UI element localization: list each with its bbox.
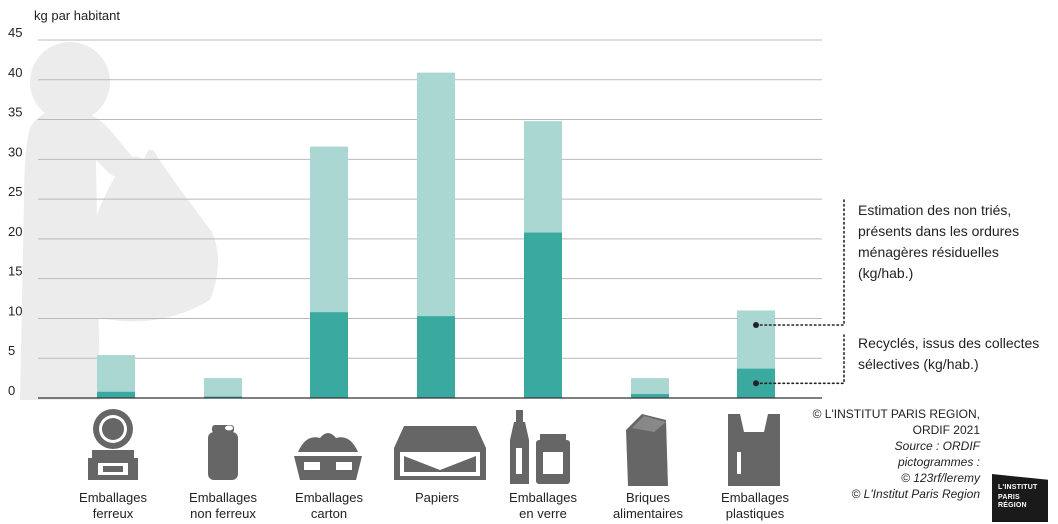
category-label-line: plastiques	[725, 506, 785, 521]
plastic-bag-icon	[728, 414, 780, 486]
annotation-line: sélectives (kg/hab.)	[858, 356, 979, 372]
category-label-line: Emballages	[79, 490, 147, 505]
paper-stack-icon	[394, 426, 486, 480]
credit-line: © 123rf/leremy	[901, 471, 980, 485]
category-label-line: Emballages	[509, 490, 577, 505]
y-tick-label: 45	[8, 25, 22, 40]
logo-line: L'INSTITUT	[998, 484, 1038, 491]
bar-segment-recycled	[631, 394, 669, 398]
bar-segment-unsorted	[631, 378, 669, 395]
bar-segment-unsorted	[737, 310, 775, 369]
milk-carton-icon	[626, 414, 668, 486]
bar-segment-recycled	[524, 232, 562, 398]
bar-segment-unsorted	[524, 121, 562, 233]
logo-line: PARIS	[998, 494, 1020, 501]
leader-line-unsorted	[755, 199, 845, 326]
category-label-carton: Emballages carton	[274, 490, 384, 522]
bottle-jar-icon	[510, 410, 570, 484]
annotation-line: Recyclés, issus des collectes	[858, 335, 1040, 351]
credit-line: ORDIF 2021	[912, 423, 980, 437]
can-ferrous-icon	[88, 409, 138, 480]
source-credits: © L'INSTITUT PARIS REGION, ORDIF 2021 So…	[813, 406, 980, 502]
category-label-plastics: Emballages plastiques	[700, 490, 810, 522]
category-label-ferrous: Emballages ferreux	[58, 490, 168, 522]
legend-annotation-unsorted: Estimation des non triés, présents dans …	[858, 200, 1019, 284]
category-label-line: Emballages	[189, 490, 257, 505]
category-label-line: non ferreux	[190, 506, 256, 521]
category-label-line: Emballages	[295, 490, 363, 505]
logo-line: RÉGION	[998, 502, 1027, 509]
drink-can-icon	[208, 425, 238, 480]
category-label-line: alimentaires	[612, 506, 684, 521]
category-label-briques: Briques alimentaires	[593, 490, 703, 522]
bar-segment-unsorted	[97, 355, 135, 392]
category-label-line: Briques	[625, 490, 671, 505]
egg-carton-icon	[294, 433, 362, 480]
chart-bars	[97, 72, 775, 398]
category-label-line: carton	[310, 506, 348, 521]
credit-line: © L'Institut Paris Region	[851, 487, 980, 501]
credit-line: Source : ORDIF	[894, 439, 980, 453]
y-tick-label: 15	[8, 264, 22, 279]
category-label-line: ferreux	[92, 506, 134, 521]
credit-line: © L'INSTITUT PARIS REGION,	[812, 407, 980, 421]
annotation-line: présents dans les ordures	[858, 223, 1020, 239]
bar-segment-recycled	[310, 312, 348, 398]
category-label-line: en verre	[519, 506, 567, 521]
bar-segment-unsorted	[204, 378, 242, 397]
y-axis-title: kg par habitant	[34, 8, 120, 23]
legend-annotation-recycled: Recyclés, issus des collectes sélectives…	[858, 333, 1039, 375]
annotation-line: (kg/hab.)	[858, 265, 914, 281]
person-silhouette-icon	[20, 42, 219, 401]
y-tick-label: 20	[8, 224, 22, 239]
y-tick-label: 0	[8, 383, 15, 398]
legend-leader-lines	[753, 199, 845, 387]
bar-segment-unsorted	[417, 72, 455, 317]
y-tick-label: 5	[8, 343, 15, 358]
y-tick-label: 40	[8, 65, 22, 80]
annotation-line: ménagères résiduelles	[858, 244, 999, 260]
annotation-line: Estimation des non triés,	[858, 202, 1012, 218]
institut-logo: L'INSTITUT PARIS RÉGION	[992, 474, 1048, 522]
credit-line: pictogrammes :	[897, 455, 980, 469]
y-tick-label: 30	[8, 144, 22, 159]
category-label-line: Papiers	[414, 490, 460, 505]
bar-segment-recycled	[417, 316, 455, 398]
bar-segment-recycled	[97, 391, 135, 398]
bar-segment-recycled	[204, 396, 242, 398]
y-tick-label: 35	[8, 105, 22, 120]
category-label-papers: Papiers	[382, 490, 492, 506]
category-label-nonferrous: Emballages non ferreux	[168, 490, 278, 522]
category-label-glass: Emballages en verre	[488, 490, 598, 522]
y-tick-label: 10	[8, 303, 22, 318]
bar-segment-unsorted	[310, 146, 348, 313]
y-tick-label: 25	[8, 184, 22, 199]
y-axis-ticks: 0 5 10 15 20 25 30 35 40 45	[8, 25, 22, 398]
category-label-line: Emballages	[721, 490, 789, 505]
